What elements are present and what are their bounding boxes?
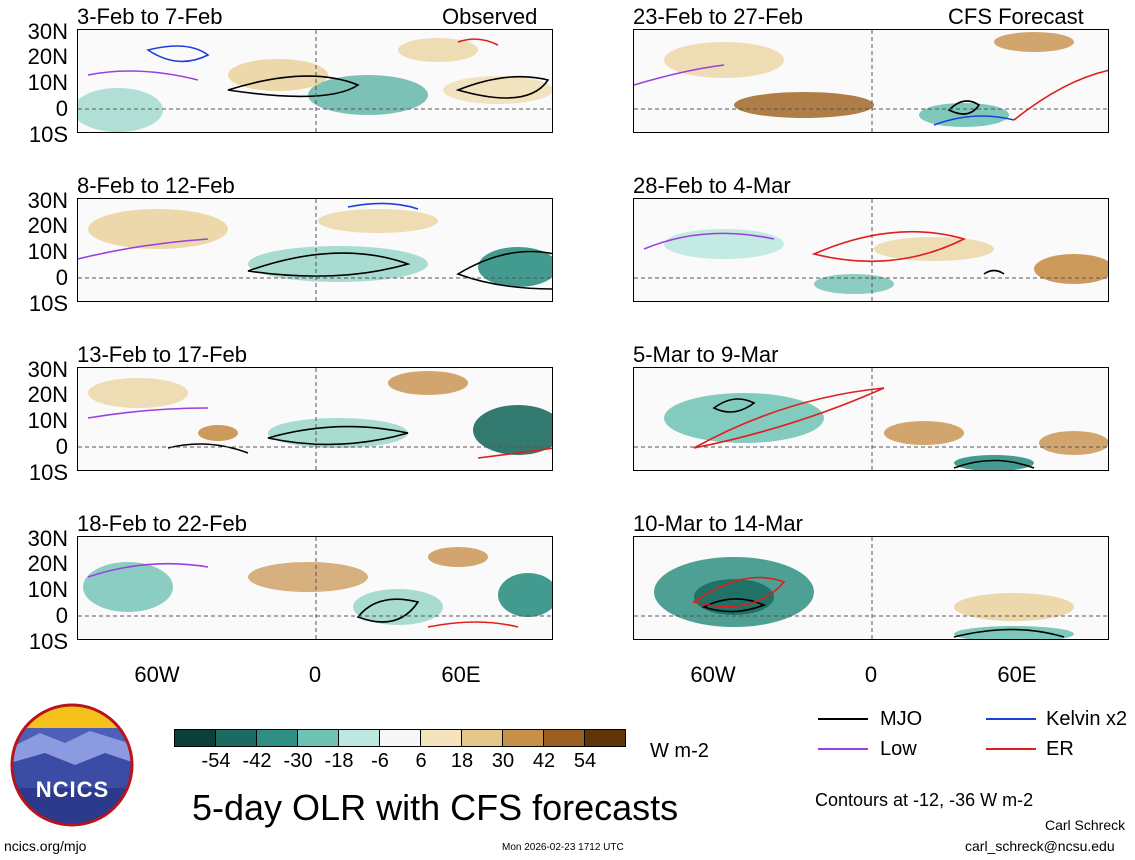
colorbar-label: 18 [450,750,474,772]
main-title: 5-day OLR with CFS forecasts [192,787,679,828]
lat-label-20n: 20N [27,213,68,238]
panel-title-right-4: 10-Mar to 14-Mar [633,511,803,536]
logo-text: NCICS [35,777,110,802]
colorbar-swatch [421,730,462,746]
colorbar-label: -6 [371,750,389,772]
footer-timestamp: Mon 2026-02-23 1712 UTC [502,842,624,853]
colorbar-swatch [544,730,585,746]
map-panel-forecast-4 [633,536,1109,640]
legend-swatch-mjo [818,718,868,720]
lon-label-0-left: 0 [308,662,322,687]
map-panel-observed-1 [77,29,553,133]
map-panel-observed-3 [77,367,553,471]
lat-label-30n: 30N [27,188,68,213]
panel-title-left-4: 18-Feb to 22-Feb [77,511,247,536]
map-panel-observed-4 [77,536,553,640]
panel-title-right-3: 5-Mar to 9-Mar [633,342,779,367]
panel-title-left-3: 13-Feb to 17-Feb [77,342,247,367]
lat-label-30n: 30N [27,357,68,382]
lat-label-20n: 20N [27,44,68,69]
colorbar-swatch [257,730,298,746]
map-panel-forecast-2 [633,198,1109,302]
colorbar-swatch [298,730,339,746]
panel-title-right-2: 28-Feb to 4-Mar [633,173,791,198]
lat-label-20n: 20N [27,382,68,407]
observed-header: Observed [442,4,538,29]
lon-label-0-right: 0 [864,662,878,687]
colorbar-label: -30 [283,750,313,772]
map-svg [634,368,1108,470]
footer-url[interactable]: ncics.org/mjo [4,838,87,854]
map-panel-forecast-1 [633,29,1109,133]
colorbar-swatch [380,730,421,746]
lon-label-60w-right: 60W [690,662,736,687]
lat-label-20n: 20N [27,551,68,576]
logo-svg [10,703,134,827]
lat-label-30n: 30N [27,526,68,551]
footer-author: Carl Schreck [1045,817,1126,833]
panel-title-left-1: 3-Feb to 7-Feb [77,4,223,29]
colorbar-swatch [339,730,380,746]
colorbar-label: 30 [491,750,515,772]
legend-label-er: ER [1046,738,1074,760]
lon-label-60e-left: 60E [441,662,481,687]
map-svg [634,30,1108,132]
lat-label-eq: 0 [55,603,68,628]
legend-label-low: Low [880,738,917,760]
legend-label-kelvin: Kelvin x2 [1046,708,1128,730]
lat-label-10s: 10S [28,291,68,316]
lat-label-eq: 0 [55,265,68,290]
lat-label-10s: 10S [28,629,68,654]
map-svg [78,368,552,470]
lat-label-10n: 10N [27,408,68,433]
lat-label-10n: 10N [27,577,68,602]
ncics-logo: NCICS [10,703,135,828]
legend-swatch-kelvin [986,718,1036,720]
contour-note: Contours at -12, -36 W m-2 [815,790,1034,810]
legend-label-mjo: MJO [880,708,923,730]
map-svg [634,537,1108,639]
lat-label-eq: 0 [55,434,68,459]
map-svg [78,30,552,132]
footer-email[interactable]: carl_schreck@ncsu.edu [965,838,1115,854]
colorbar-units: W m-2 [650,740,709,762]
colorbar-swatch [216,730,257,746]
colorbar-label: 42 [532,750,556,772]
lat-label-eq: 0 [55,96,68,121]
lon-label-60w-left: 60W [134,662,180,687]
map-svg [634,199,1108,301]
lat-label-10n: 10N [27,239,68,264]
cfs-forecast-header: CFS Forecast [948,4,1084,29]
colorbar-swatch [503,730,544,746]
panel-title-right-1: 23-Feb to 27-Feb [633,4,803,29]
colorbar-label: -54 [201,750,231,772]
panel-title-left-2: 8-Feb to 12-Feb [77,173,235,198]
colorbar-label: -18 [324,750,354,772]
colorbar-swatch [462,730,503,746]
colorbar-swatch [175,730,216,746]
lon-label-60e-right: 60E [997,662,1037,687]
colorbar-label: 6 [415,750,427,772]
legend-swatch-low [818,748,868,750]
lat-label-10n: 10N [27,70,68,95]
colorbar-swatch [585,730,625,746]
colorbar [174,729,626,747]
lat-label-10s: 10S [28,122,68,147]
colorbar-label: -42 [242,750,272,772]
legend-swatch-er [986,748,1036,750]
map-svg [78,537,552,639]
lat-label-10s: 10S [28,460,68,485]
colorbar-label: 54 [573,750,597,772]
map-panel-forecast-3 [633,367,1109,471]
lat-label-30n: 30N [27,19,68,44]
map-panel-observed-2 [77,198,553,302]
map-svg [78,199,552,301]
